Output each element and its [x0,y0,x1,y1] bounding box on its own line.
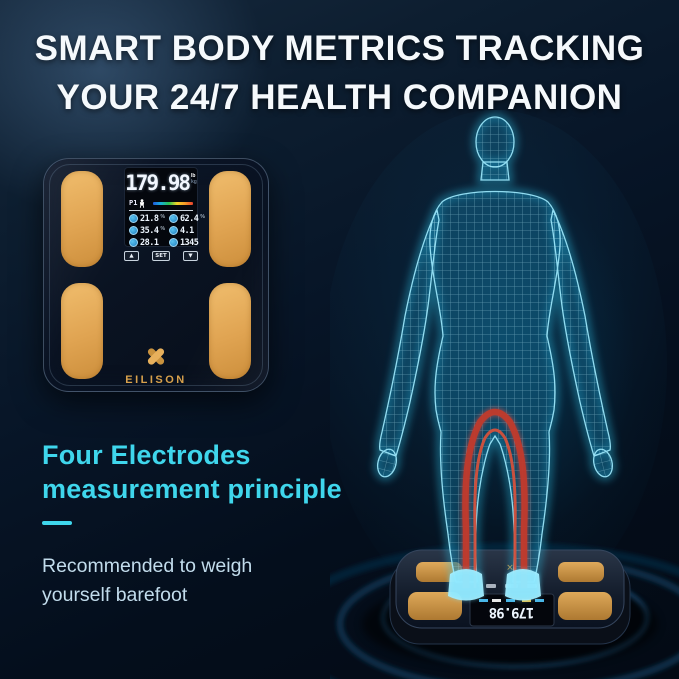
person-icon [140,198,145,208]
info-heading-line-1: Four Electrodes [42,440,251,470]
metric-bone: 4.1 [168,226,205,235]
brand-x-icon [144,345,168,367]
down-arrow-button: ▼ [182,251,198,261]
metric-bmr: 1345 [168,238,205,247]
profile-indicator: P1 [129,199,138,207]
metric-water: 62.4 % [168,214,205,223]
info-note-line-1: Recommended to weigh [42,555,253,577]
info-heading: Four Electrodes measurement principle [42,438,342,506]
wireframe-human-figure: ✕ 179.98 [330,110,679,679]
bone-icon [168,226,178,235]
foot-pad-near-right [558,592,612,620]
info-note: Recommended to weigh yourself barefoot [42,552,342,610]
info-block: Four Electrodes measurement principle Re… [42,438,342,610]
brand-block: EILISON [44,345,268,386]
water-icon [168,214,178,223]
metrics-grid: 21.8 % 62.4 % 35.4 % 4.1 28.1 [129,214,205,247]
body-fat-scale-product: 179.98 lb kg P1 21.8 % 62.4 % [43,158,269,392]
metric-body-fat: 21.8 % [129,214,165,223]
body-fat-icon [129,214,138,223]
current-path [460,407,530,588]
up-arrow-button: ▲ [124,251,139,261]
weight-readout: 179.98 [125,171,191,195]
electrode-pad-bottom-left [61,283,103,379]
info-heading-line-2: measurement principle [42,474,342,504]
metric-muscle: 35.4 % [129,226,165,235]
brand-name: EILISON [125,374,187,386]
health-range-bar [153,201,193,205]
mini-display-metrics [479,599,544,602]
lcd-display: 179.98 lb kg P1 21.8 % 62.4 % [124,167,205,247]
mini-display: 179.98 [469,593,555,627]
metric-bmi: 28.1 [129,238,165,247]
bmr-icon [168,238,178,247]
page-title: SMART BODY METRICS TRACKING YOUR 24/7 HE… [0,24,679,122]
scale-button-row: ▲ SET ▼ [124,251,198,261]
electrode-pad-top-left [61,171,103,267]
foot-pad-near-left [408,592,462,620]
bmi-icon [129,238,138,247]
feet [448,569,541,601]
set-button: SET [152,251,170,261]
unit-kg: kg [191,179,197,185]
lcd-divider [129,210,193,211]
unit-indicator: lb kg [191,173,197,185]
electrode-pad-top-right [209,171,251,267]
foot-pad-far-right [558,562,604,582]
muscle-icon [129,226,138,235]
info-note-line-2: yourself barefoot [42,584,188,606]
accent-dash [42,521,72,525]
electrode-pad-bottom-right [209,283,251,379]
unit-lb: lb [191,173,196,179]
mini-display-weight: 179.98 [489,604,534,620]
title-line-1: SMART BODY METRICS TRACKING [34,29,645,68]
title-line-2: YOUR 24/7 HEALTH COMPANION [56,78,623,117]
